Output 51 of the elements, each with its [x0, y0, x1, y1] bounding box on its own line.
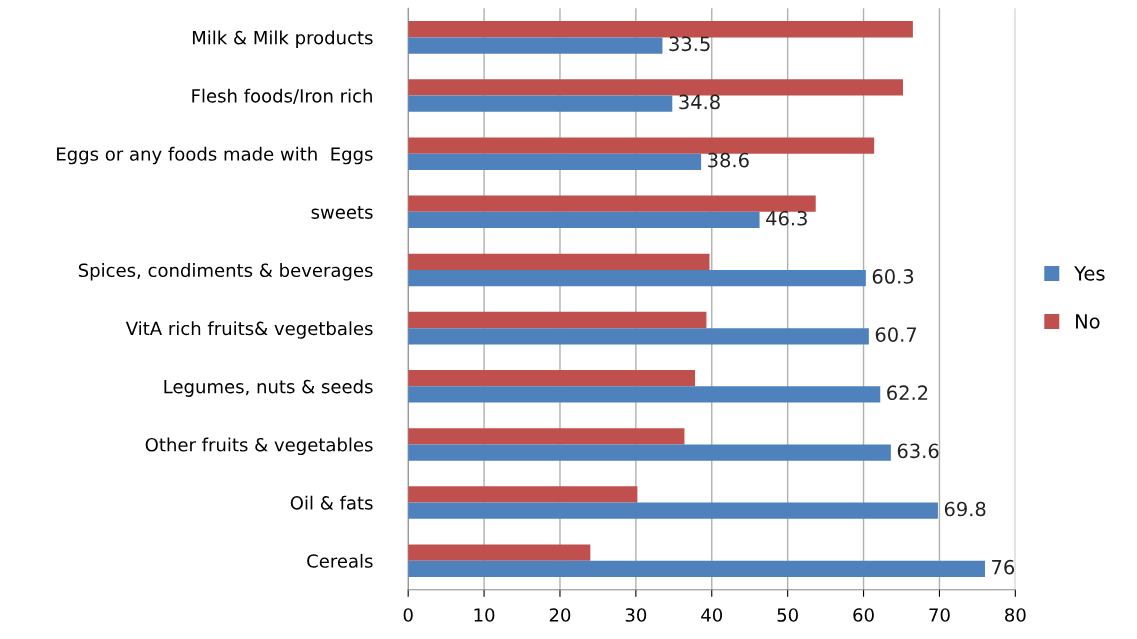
bar	[408, 502, 938, 519]
data-label: 76	[992, 559, 1015, 575]
data-label: 69.8	[944, 501, 986, 517]
data-label: 63.6	[897, 443, 939, 459]
y-tick-label: Flesh foods/Iron rich	[192, 88, 372, 105]
data-label: 33.5	[669, 36, 710, 52]
x-tick-label: 60	[853, 608, 874, 622]
y-tick-label: Cereals	[307, 553, 373, 568]
y-tick-label: Eggs or any foods made with Eggs	[57, 146, 373, 165]
data-label: 34.8	[679, 94, 720, 110]
data-label: 60.7	[875, 327, 917, 342]
bar	[408, 544, 591, 561]
legend-label: Yes	[1074, 266, 1105, 281]
y-tick-label: sweets	[311, 206, 373, 219]
y-tick-label: Other fruits & vegetables	[145, 437, 373, 456]
data-label: 46.3	[766, 210, 807, 226]
bar	[408, 79, 904, 96]
x-tick-label: 40	[701, 608, 723, 622]
x-tick-label: 80	[1005, 608, 1026, 622]
bar	[408, 195, 816, 212]
x-tick-label: 50	[777, 608, 798, 622]
bar	[408, 95, 673, 112]
bar	[408, 444, 891, 461]
bar	[408, 311, 707, 329]
bar	[408, 153, 702, 170]
x-tick-label: 20	[549, 608, 571, 622]
bar	[408, 37, 663, 54]
x-tick-label: 30	[625, 608, 647, 622]
bar	[408, 560, 985, 577]
data-label: 62.2	[887, 385, 928, 401]
data-label: 38.6	[708, 152, 749, 168]
bar	[408, 21, 913, 38]
data-label: 60.3	[872, 269, 914, 284]
bar	[408, 369, 696, 387]
bar	[408, 211, 760, 229]
y-tick-label: Legumes, nuts & seeds	[164, 379, 373, 397]
bar	[408, 137, 875, 154]
bar	[408, 386, 881, 403]
bar	[408, 269, 866, 287]
y-tick-label: Milk & Milk products	[192, 30, 373, 48]
bar	[408, 328, 869, 345]
y-tick-label: Spices, condiments & beverages	[78, 263, 373, 281]
bar	[408, 253, 710, 270]
bar	[408, 486, 638, 503]
legend-label: No	[1076, 314, 1100, 329]
y-tick-label: VitA rich fruits& vegetbales	[125, 321, 373, 339]
bar	[408, 428, 685, 445]
x-tick-label: 70	[929, 608, 950, 622]
y-tick-label: Oil & fats	[290, 495, 373, 510]
x-tick-label: 0	[403, 608, 413, 622]
x-tick-label: 10	[474, 608, 495, 622]
